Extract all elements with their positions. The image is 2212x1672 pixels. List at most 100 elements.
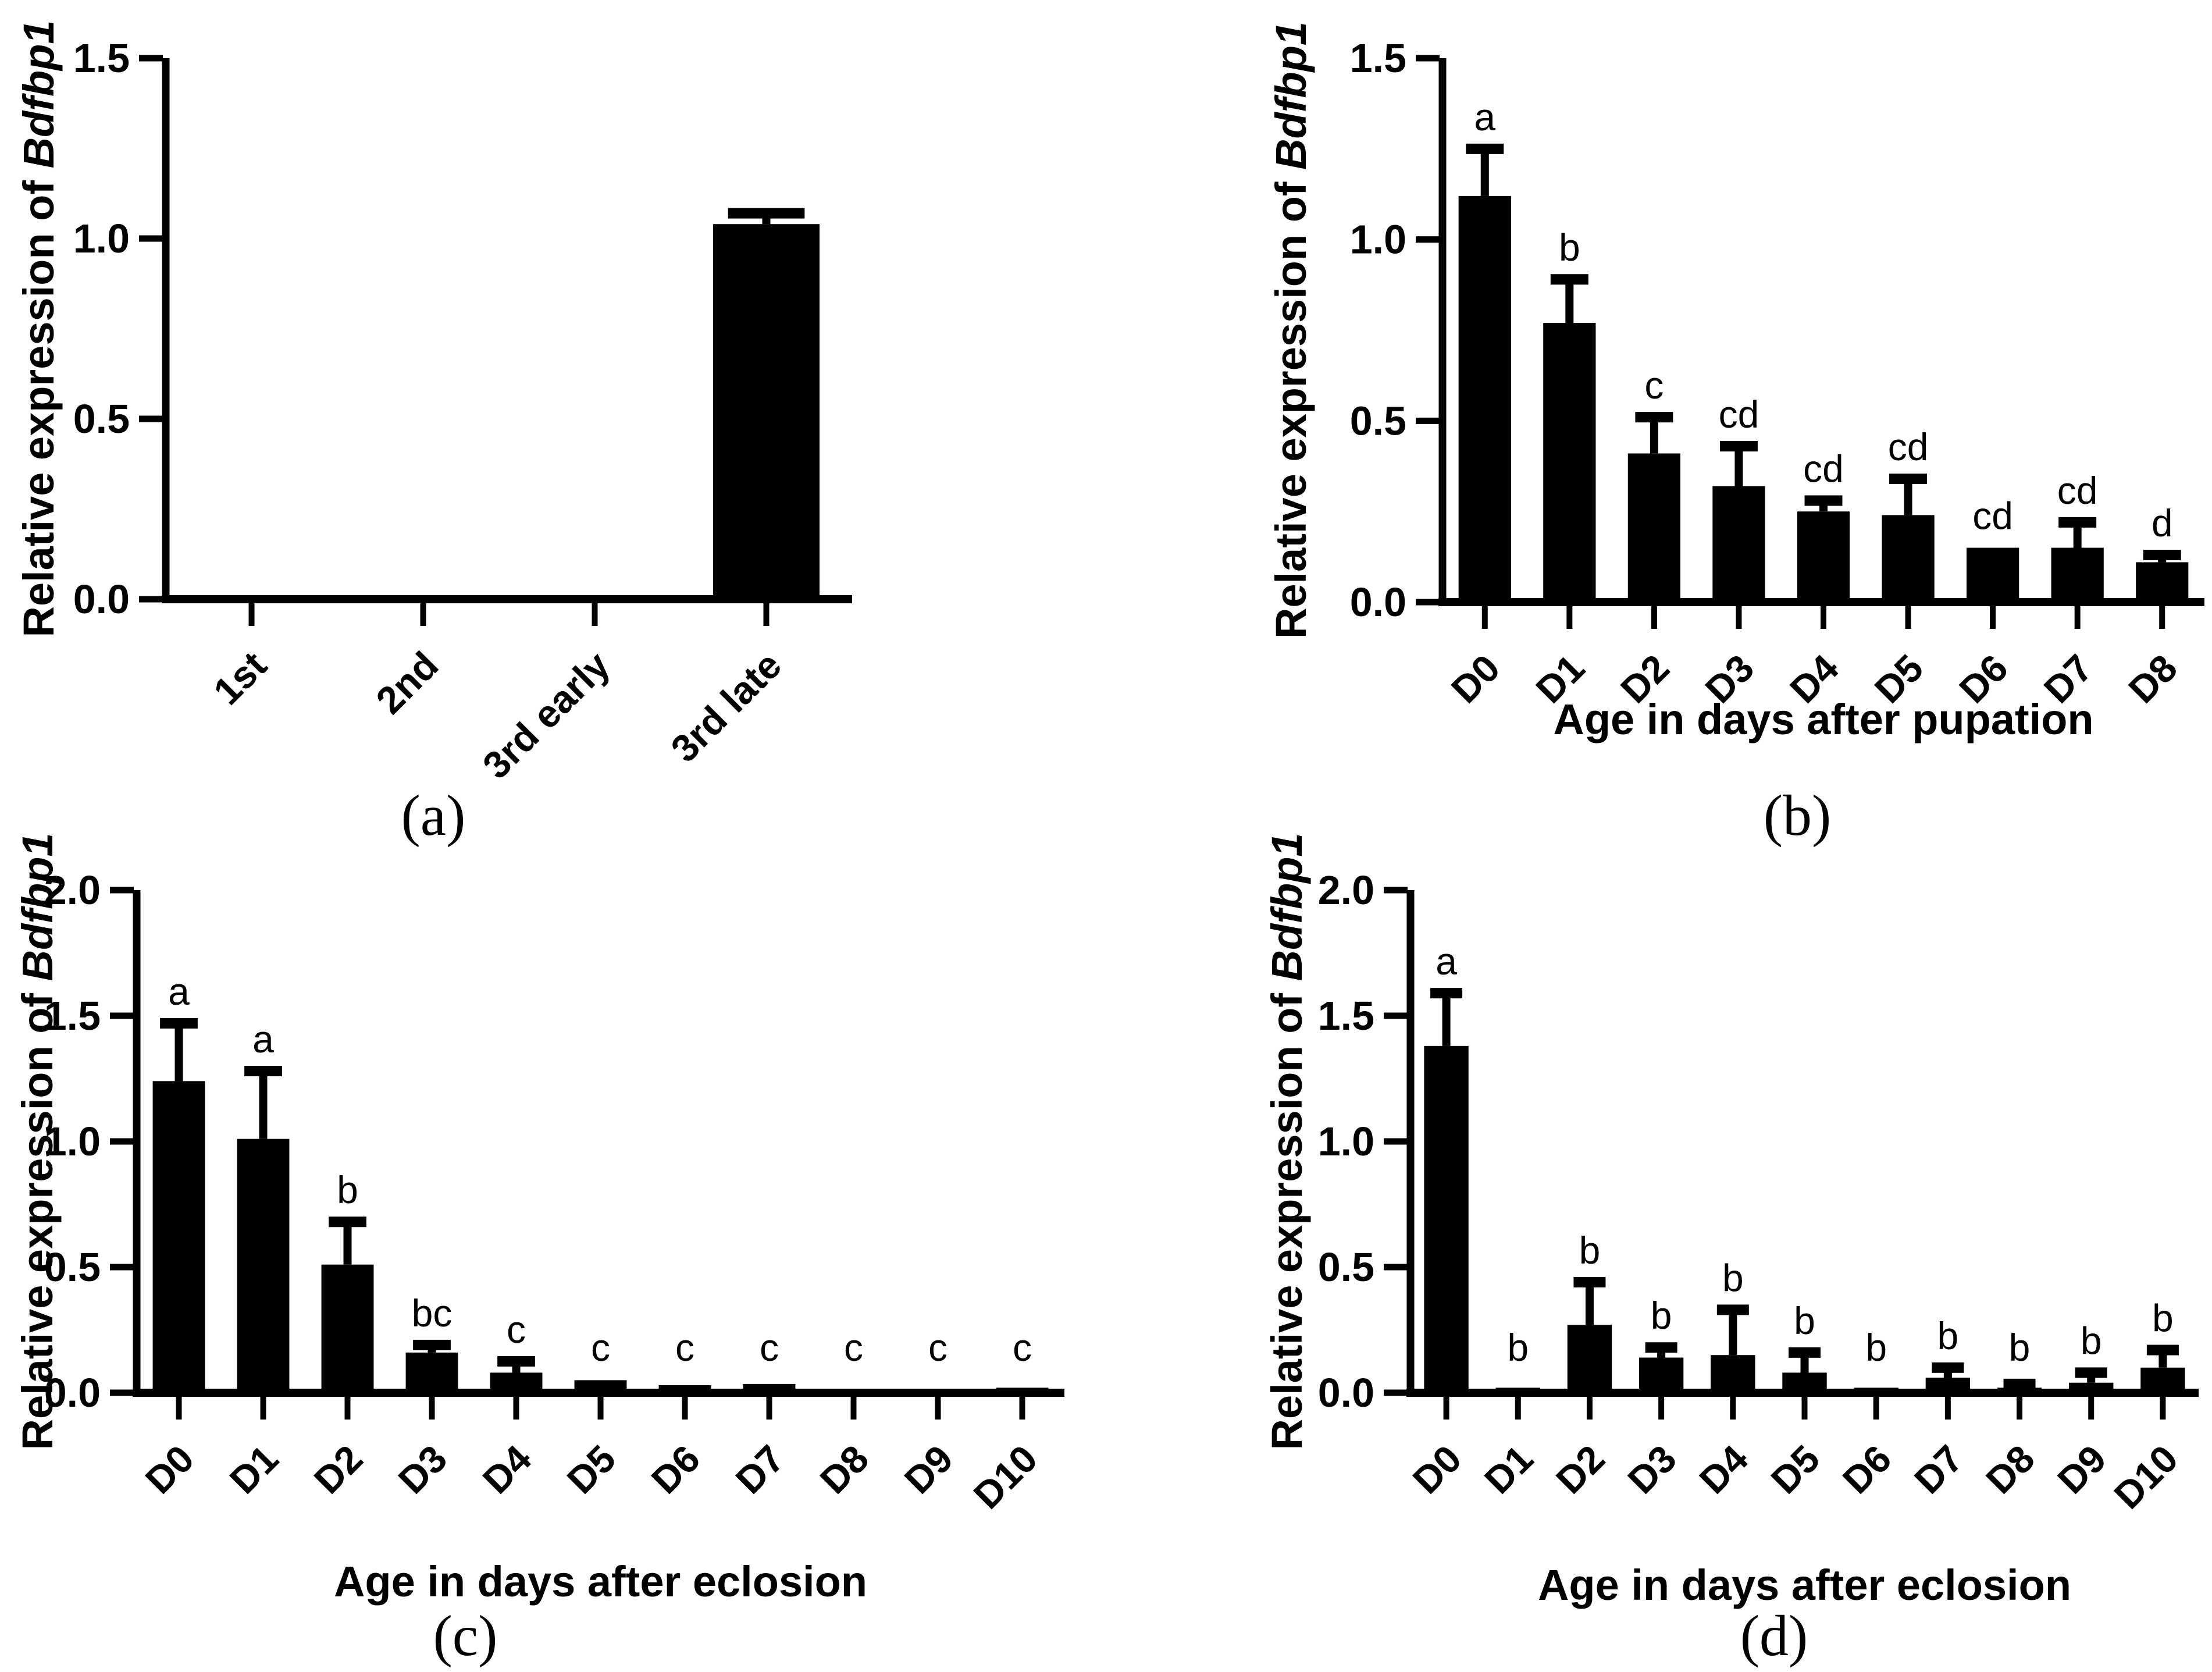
y-tick-label: 1.5 <box>1350 35 1406 81</box>
sig-letter: d <box>2152 501 2173 545</box>
y-tick-label: 1.5 <box>1318 993 1374 1038</box>
x-tick-label: 3rd late <box>662 643 789 770</box>
sig-letter: c <box>1644 364 1664 407</box>
sig-letter: cd <box>2057 469 2098 512</box>
bar <box>321 1264 374 1393</box>
bar <box>1638 1357 1684 1393</box>
x-tick-label: D0 <box>1443 646 1508 712</box>
error-bar-cap <box>1889 474 1928 485</box>
y-tick-label: 0.5 <box>73 396 130 442</box>
x-tick-label: D7 <box>1906 1437 1971 1502</box>
bar <box>1797 511 1850 602</box>
bar <box>2140 1367 2185 1393</box>
x-tick-label: D9 <box>896 1437 961 1502</box>
y-tick-label: 1.0 <box>1350 217 1406 262</box>
error-bar-cap <box>1645 1342 1677 1353</box>
error-bar-cap <box>497 1356 535 1367</box>
error-bar-cap <box>1430 988 1463 999</box>
bar <box>1782 1372 1827 1393</box>
panel-c: 0.0 0.5 1.0 1.5 2.0 D0 a D1 a D2 b D3 bc D4 c D5 c D6 c D7 c… <box>12 833 1105 1624</box>
y-tick-label: 0.0 <box>1350 579 1406 625</box>
x-tick-label: D9 <box>2049 1437 2114 1502</box>
x-axis-title: Age in days after eclosion <box>334 1557 867 1606</box>
sig-letter: a <box>168 970 190 1013</box>
caption-c: (c) <box>433 1603 498 1668</box>
bar <box>743 1383 796 1393</box>
y-tick-label: 2.0 <box>1318 867 1374 913</box>
x-tick-label: D6 <box>1835 1437 1900 1502</box>
sig-letter: b <box>1794 1299 1815 1342</box>
sig-letter: b <box>1722 1256 1744 1299</box>
error-bar-cap <box>1550 274 1588 285</box>
chart-c-female-eclosion: 0.0 0.5 1.0 1.5 2.0 D0 a D1 a D2 b D3 bc D4 c D5 c D6 c D7 c… <box>13 833 1064 1606</box>
panel-b: 0.0 0.5 1.0 1.5 D0 a D1 b D2 c D3 cd D4 cd D5 cd D6 cd D7 c… <box>1256 0 2212 782</box>
y-tick-label: 0.5 <box>1350 398 1406 443</box>
sig-letter: b <box>1651 1294 1672 1337</box>
chart-b-pupation: 0.00.51.01.5D0aD1bD2cD3cdD4cdD5cdD6cdD7c… <box>1267 22 2204 743</box>
panel-d: 0.0 0.5 1.0 1.5 2.0 D0 a D1 b D2 b D3 b D4 b D5 b D6 b D7 b D… <box>1256 833 2212 1624</box>
sig-letter: b <box>337 1168 358 1211</box>
bar <box>1966 547 2019 602</box>
y-tick-label: 0.0 <box>73 577 130 622</box>
bar <box>2051 547 2104 602</box>
error-bar-cap <box>2058 517 2097 528</box>
x-tick-label: D2 <box>1548 1437 1613 1502</box>
sig-letter: cd <box>1719 393 1759 436</box>
sig-letter: c <box>591 1326 610 1369</box>
y-axis-title: Relative expression of Bdfbp1 <box>1263 833 1311 1450</box>
bar <box>405 1352 458 1393</box>
y-tick-label: 1.0 <box>1318 1119 1374 1164</box>
error-bar-cap <box>1719 440 1758 451</box>
sig-letter: c <box>675 1326 694 1369</box>
sig-letter: a <box>1436 940 1457 983</box>
error-bar-cap <box>2075 1367 2107 1378</box>
error-bar-cap <box>329 1216 366 1228</box>
sig-letter: c <box>1013 1326 1032 1369</box>
bar <box>1458 195 1511 602</box>
error-bar-cap <box>160 1018 198 1029</box>
error-bar-cap <box>244 1066 282 1077</box>
bar <box>574 1380 627 1393</box>
sig-letter: c <box>928 1326 948 1369</box>
error-bar-cap <box>1716 1304 1749 1315</box>
y-axis-title: Relative expression of Bdfbp1 <box>13 833 62 1450</box>
x-tick-label: D8 <box>1978 1437 2043 1502</box>
sig-letter: a <box>252 1018 274 1061</box>
x-tick-label: D8 <box>811 1437 877 1502</box>
y-tick-label: 1.0 <box>44 1119 101 1164</box>
error-bar-cap <box>1804 495 1843 506</box>
bar <box>1854 1388 1898 1393</box>
panel-a: 0.0 0.5 1.0 1.5 1st 2nd 3rd early 3rd late Relat… <box>12 0 896 787</box>
sig-letter: bc <box>412 1292 453 1335</box>
sig-letter: b <box>2152 1297 2174 1340</box>
error-bar-cap <box>413 1339 451 1350</box>
x-tick-label: D5 <box>558 1437 624 1502</box>
bar <box>152 1081 205 1393</box>
x-tick-label: D0 <box>1405 1437 1470 1502</box>
sig-letter: b <box>1559 226 1580 269</box>
sig-letter: b <box>1579 1229 1601 1272</box>
error-bar-cap <box>728 208 805 219</box>
error-bar-cap <box>2146 1344 2179 1356</box>
x-tick-label: D5 <box>1762 1437 1828 1502</box>
error-bar-cap <box>1932 1362 1964 1373</box>
y-tick-label: 0.0 <box>1318 1370 1374 1415</box>
x-tick-label: D7 <box>727 1437 792 1502</box>
error-bar-cap <box>1789 1347 1821 1358</box>
error-bar-cap <box>1573 1276 1606 1287</box>
bar <box>490 1372 543 1393</box>
bar <box>237 1139 290 1393</box>
error-bar-cap <box>1635 412 1673 423</box>
x-tick-label: D8 <box>2120 646 2185 712</box>
bar <box>2136 562 2189 602</box>
x-tick-label: D4 <box>474 1436 539 1502</box>
sig-letter: cd <box>1972 495 2013 538</box>
bar <box>1627 453 1681 602</box>
x-tick-label: 3rd early <box>474 643 618 787</box>
y-tick-label: 0.5 <box>44 1244 101 1290</box>
x-tick-label: 2nd <box>368 643 446 722</box>
sig-letter: b <box>2009 1326 2031 1369</box>
x-tick-label: D1 <box>1476 1437 1541 1502</box>
caption-d: (d) <box>1740 1603 1808 1668</box>
bar <box>827 1389 880 1393</box>
